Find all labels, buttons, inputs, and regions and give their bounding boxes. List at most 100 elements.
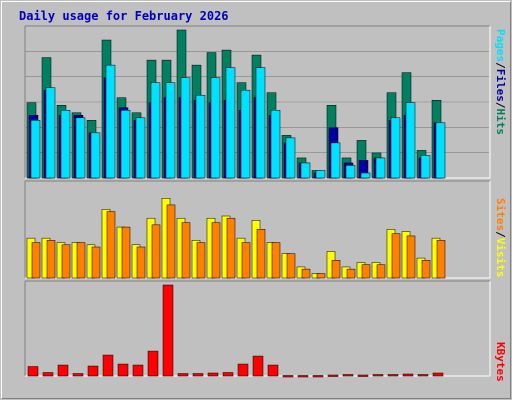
- kbytes-bar: [192, 373, 204, 377]
- sites-bar: [391, 233, 401, 279]
- pages-bar: [105, 64, 116, 179]
- sites-bar: [106, 211, 116, 279]
- sites-bar: [241, 242, 251, 279]
- kbytes-bar: [72, 373, 84, 377]
- sites-bar: [316, 273, 326, 279]
- sites-bar: [31, 242, 41, 279]
- pages-bar: [120, 110, 131, 179]
- sites-bar: [121, 226, 131, 279]
- kbytes-bar: [222, 372, 234, 377]
- kbytes-bar: [177, 373, 189, 377]
- pages-bar: [30, 120, 41, 179]
- legend-entry: Files: [494, 69, 507, 102]
- kbytes-bar: [267, 364, 279, 377]
- pages-bar: [300, 162, 311, 179]
- kbytes-bar: [327, 374, 339, 377]
- kbytes-bar: [207, 372, 219, 377]
- pages-bar: [225, 67, 236, 179]
- pages-bar: [75, 117, 86, 179]
- kbytes-bar: [87, 365, 99, 377]
- legend-entry: /: [494, 102, 507, 109]
- pages-bar: [345, 165, 356, 179]
- pages-bar: [240, 89, 251, 179]
- kbytes-bar: [57, 364, 69, 377]
- pages-bar: [405, 102, 416, 179]
- pages-bar: [315, 170, 326, 179]
- pages-bar: [255, 67, 266, 179]
- sites-bar: [286, 253, 296, 279]
- panel-bottom: [24, 280, 491, 378]
- pages-bar: [330, 142, 341, 179]
- kbytes-bar: [297, 375, 309, 378]
- panel-top: [24, 25, 491, 179]
- kbytes-bar: [27, 366, 39, 377]
- kbytes-bar: [357, 374, 369, 377]
- pages-bar: [45, 87, 56, 179]
- legend-entry: KBytes: [494, 342, 507, 382]
- kbytes-bar: [132, 364, 144, 377]
- pages-bar: [60, 110, 71, 179]
- sites-bar: [406, 235, 416, 279]
- pages-bar: [390, 117, 401, 179]
- pages-bar: [375, 157, 386, 179]
- sites-bar: [271, 242, 281, 279]
- kbytes-bar: [237, 363, 249, 377]
- legend-entry: Hits: [494, 109, 507, 136]
- kbytes-bar: [282, 375, 294, 378]
- sites-bar: [166, 204, 176, 279]
- sites-bar: [331, 260, 341, 279]
- legend-entry: /: [494, 231, 507, 238]
- legend-entry: Pages: [494, 29, 507, 62]
- sites-bar: [301, 268, 311, 279]
- kbytes-bar: [252, 355, 264, 377]
- pages-bar: [195, 94, 206, 179]
- kbytes-bar: [387, 374, 399, 377]
- pages-bar: [435, 122, 446, 179]
- pages-bar: [90, 132, 101, 179]
- sites-bar: [151, 224, 161, 279]
- sites-bar: [436, 240, 446, 279]
- sites-bar: [136, 246, 146, 279]
- kbytes-bar: [432, 372, 444, 377]
- sites-bar: [46, 240, 56, 279]
- sites-bar: [226, 217, 236, 279]
- pages-bar: [285, 137, 296, 179]
- sites-bar: [181, 222, 191, 279]
- kbytes-bar: [147, 350, 159, 377]
- kbytes-bar: [162, 284, 174, 377]
- sites-bar: [361, 264, 371, 279]
- chart-title: Daily usage for February 2026: [19, 9, 229, 23]
- pages-bar: [135, 117, 146, 179]
- chart-panels: [24, 25, 491, 378]
- sites-bar: [256, 229, 266, 279]
- kbytes-bar: [117, 363, 129, 377]
- sites-bar: [421, 260, 431, 279]
- pages-bar: [420, 155, 431, 179]
- kbytes-bar: [102, 354, 114, 377]
- pages-bar: [210, 77, 221, 179]
- kbytes-bar: [402, 373, 414, 377]
- kbytes-bar: [417, 374, 429, 377]
- legend-entry: Visits: [494, 238, 507, 278]
- sites-bar: [61, 244, 71, 279]
- sites-bar: [91, 246, 101, 279]
- kbytes-bar: [372, 374, 384, 377]
- pages-bar: [360, 172, 371, 179]
- pages-bar: [180, 77, 191, 179]
- sites-bar: [196, 242, 206, 279]
- legend-entry: Sites: [494, 198, 507, 231]
- pages-bar: [165, 82, 176, 179]
- sites-bar: [346, 268, 356, 279]
- kbytes-bar: [342, 374, 354, 377]
- pages-bar: [150, 82, 161, 179]
- legend-middle: Sites/Visits: [494, 198, 507, 278]
- sites-bar: [376, 264, 386, 279]
- pages-bar: [270, 110, 281, 179]
- legend-top: Pages/Files/Hits: [494, 29, 507, 135]
- legend-bottom: KBytes: [494, 342, 507, 382]
- sites-bar: [211, 222, 221, 279]
- kbytes-bar: [42, 372, 54, 377]
